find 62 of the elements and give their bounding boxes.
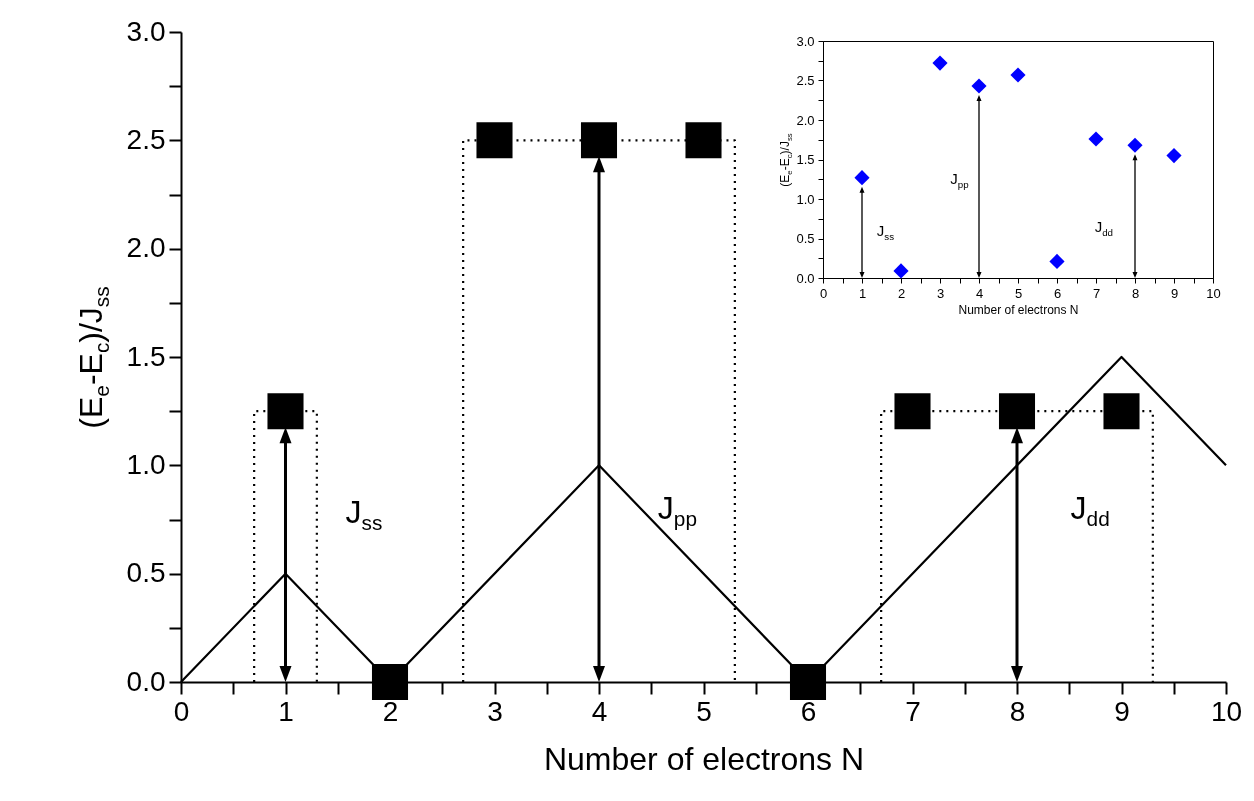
x-tick-label: 1 xyxy=(278,695,294,727)
point xyxy=(971,78,987,94)
y-tick-label: 0.0 xyxy=(796,270,815,286)
y-tick-label: 0.5 xyxy=(796,231,815,246)
annotation: J$_{pp}$ xyxy=(950,170,970,190)
x-tick-label: 1 xyxy=(858,285,867,301)
y-tick-label: 3.0 xyxy=(796,33,815,49)
point xyxy=(1166,147,1182,164)
x-tick-label: 9 xyxy=(1114,695,1130,727)
x-tick-label: 0 xyxy=(173,695,190,727)
x-tick-label: 3 xyxy=(487,695,503,727)
y-tick-label: 3.0 xyxy=(126,15,166,47)
x-tick-label: 4 xyxy=(591,695,608,727)
x-tick-label: 5 xyxy=(696,695,712,727)
y-tick-label: 2.5 xyxy=(796,73,815,88)
point xyxy=(932,55,948,71)
x-axis-title: Number of electrons N xyxy=(543,740,865,777)
x-tick-label: 2 xyxy=(382,695,399,727)
point xyxy=(371,663,409,701)
x-tick-label: 8 xyxy=(1131,285,1140,301)
x-tick-label: 8 xyxy=(1009,695,1026,727)
point xyxy=(893,263,909,279)
annotation: J$_{pp}$ xyxy=(657,489,697,531)
x-tick-label: 10 xyxy=(1206,285,1221,301)
point xyxy=(894,393,931,430)
y-tick-label: 1.5 xyxy=(126,340,166,372)
y-tick-label: 1.0 xyxy=(796,191,815,207)
annotation: J$_{ss}$ xyxy=(876,221,895,242)
y-tick-label: 1.0 xyxy=(126,448,166,480)
x-tick-label: 6 xyxy=(800,695,817,727)
point xyxy=(1088,131,1104,147)
point xyxy=(998,393,1036,430)
x-axis-title: Number of electrons N xyxy=(958,302,1079,317)
point xyxy=(1103,393,1140,430)
x-tick-label: 0 xyxy=(819,285,828,301)
x-tick-label: 4 xyxy=(975,285,984,301)
y-tick-label: 2.0 xyxy=(796,112,815,128)
annotation: J$_{dd}$ xyxy=(1070,489,1110,531)
point xyxy=(476,122,513,159)
annotation: J$_{ss}$ xyxy=(345,494,383,535)
point xyxy=(1010,67,1026,83)
point xyxy=(1049,253,1065,269)
y-tick-label: 2.0 xyxy=(126,232,166,264)
point xyxy=(685,122,722,159)
point xyxy=(854,170,870,186)
x-tick-label: 7 xyxy=(1092,285,1101,301)
x-tick-label: 6 xyxy=(1053,285,1062,301)
x-tick-label: 10 xyxy=(1210,695,1243,727)
point xyxy=(1127,137,1143,153)
x-tick-label: 5 xyxy=(1014,285,1023,301)
point xyxy=(580,122,618,159)
x-tick-label: 7 xyxy=(905,695,921,727)
y-tick-label: 2.5 xyxy=(126,123,166,155)
x-tick-label: 9 xyxy=(1170,285,1179,301)
x-tick-label: 3 xyxy=(936,285,945,301)
y-tick-label: 0.0 xyxy=(126,665,166,697)
y-tick-label: 0.5 xyxy=(126,557,166,589)
x-tick-label: 2 xyxy=(897,285,906,301)
point xyxy=(267,393,304,430)
annotation: J$_{dd}$ xyxy=(1094,217,1113,238)
y-tick-label: 1.5 xyxy=(796,152,815,167)
point xyxy=(789,663,827,701)
